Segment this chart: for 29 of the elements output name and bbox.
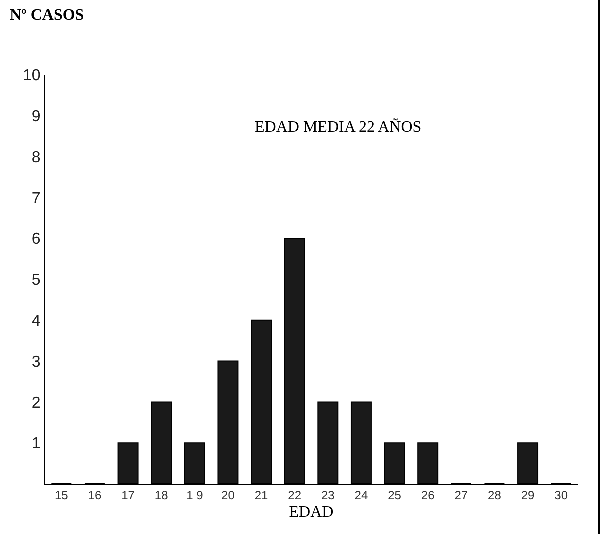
y-tick-label: 5 xyxy=(32,272,41,290)
y-tick-label: 9 xyxy=(32,108,41,126)
y-tick-label: 1 xyxy=(32,436,41,453)
x-tick-label: 23 xyxy=(321,488,336,502)
y-tick-label: 2 xyxy=(32,394,41,412)
x-tick-label: 27 xyxy=(454,488,468,502)
y-tick-label: 3 xyxy=(32,354,41,371)
x-tick-label: 17 xyxy=(122,488,136,502)
x-axis-title: EDAD xyxy=(289,504,334,522)
x-tick-label: 1 9 xyxy=(186,488,204,502)
y-tick-label: 8 xyxy=(32,149,41,166)
y-tick-label: 7 xyxy=(32,190,41,208)
x-tick-label: 21 xyxy=(254,488,269,502)
x-tick-label: 22 xyxy=(288,488,302,502)
x-tick-label: 16 xyxy=(88,488,102,502)
y-tick-label: 6 xyxy=(32,231,41,248)
x-tick-label: 18 xyxy=(154,488,169,502)
x-tick-label: 24 xyxy=(354,488,368,502)
y-tick-label: 4 xyxy=(32,313,41,330)
y-tick-label: 10 xyxy=(23,68,41,85)
y-axis-title: Nº CASOS xyxy=(10,7,84,24)
annotation: EDAD MEDIA 22 AÑOS xyxy=(255,118,422,136)
x-tick-label: 28 xyxy=(488,488,502,502)
x-tick-label: 29 xyxy=(521,488,536,502)
x-tick-label: 15 xyxy=(54,488,69,502)
x-tick-label: 30 xyxy=(554,488,568,502)
x-tick-label: 26 xyxy=(421,488,436,502)
x-tick-label: 25 xyxy=(388,488,402,502)
x-tick-label: 20 xyxy=(222,488,236,502)
